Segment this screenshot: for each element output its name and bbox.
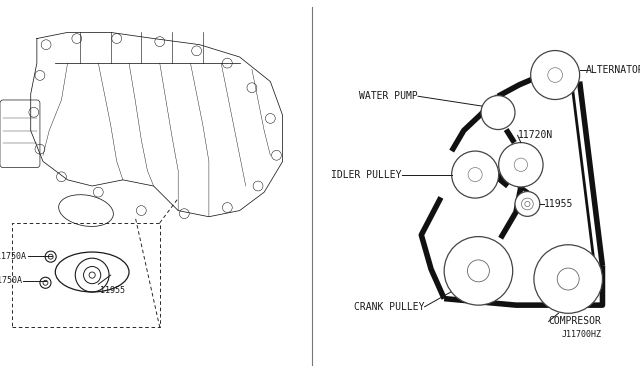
Circle shape [515, 192, 540, 217]
Circle shape [534, 245, 602, 313]
Text: CRANK PULLEY: CRANK PULLEY [354, 302, 424, 312]
Circle shape [522, 198, 533, 210]
Text: ALTERNATOR: ALTERNATOR [586, 65, 640, 75]
Circle shape [481, 96, 515, 129]
Circle shape [499, 142, 543, 187]
Text: 11720N: 11720N [518, 131, 553, 140]
Text: 11750A: 11750A [0, 276, 22, 285]
Circle shape [444, 237, 513, 305]
Text: WATER PUMP: WATER PUMP [359, 91, 418, 101]
Circle shape [514, 158, 527, 171]
Circle shape [468, 167, 482, 182]
Text: 11955: 11955 [100, 286, 125, 295]
Circle shape [452, 151, 499, 198]
Circle shape [548, 68, 563, 82]
Text: IDLER PULLEY: IDLER PULLEY [332, 170, 402, 180]
Circle shape [467, 260, 490, 282]
Text: J11700HZ: J11700HZ [561, 330, 601, 339]
Text: 11750A: 11750A [0, 251, 26, 260]
Circle shape [525, 201, 530, 206]
Text: 11955: 11955 [544, 199, 573, 209]
Circle shape [531, 51, 580, 99]
Circle shape [557, 268, 579, 290]
Text: COMPRESOR: COMPRESOR [548, 317, 602, 327]
